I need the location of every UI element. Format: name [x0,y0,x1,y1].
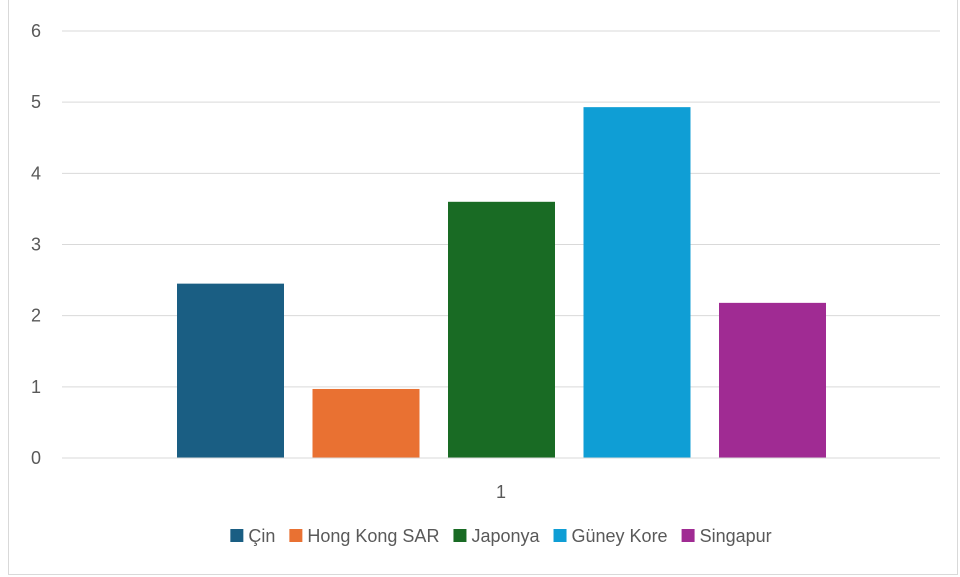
y-tick-label: 0 [31,448,41,468]
legend-swatch [681,529,695,542]
legend-item: Çin [230,526,275,546]
legend-swatch [289,529,303,542]
y-tick-label: 3 [31,235,41,255]
legend-swatch [230,529,244,542]
y-axis-tick-labels: 0 1 2 3 4 5 6 [31,21,41,468]
legend-item: Japonya [453,526,541,546]
legend-swatch [553,529,567,542]
legend-label: Güney Kore [572,526,668,546]
legend-item: Singapur [681,526,772,546]
bar [448,201,555,459]
bar [312,388,420,458]
bar [583,107,691,459]
y-tick-label: 4 [31,163,41,183]
legend-item: Güney Kore [553,526,668,546]
legend-label: Hong Kong SAR [307,526,439,546]
y-tick-label: 2 [31,306,41,326]
legend-label: Çin [248,526,275,546]
y-tick-label: 5 [31,92,41,112]
legend-label: Singapur [700,526,772,546]
legend: Çin Hong Kong SAR Japonya Güney Kore Singapu… [230,526,772,546]
legend-swatch [453,529,467,542]
x-axis-category-label: 1 [496,482,506,502]
y-tick-label: 1 [31,377,41,397]
legend-label: Japonya [471,526,540,546]
bar [177,283,284,458]
bars [177,107,826,459]
legend-item: Hong Kong SAR [289,526,439,546]
y-tick-label: 6 [31,21,41,41]
bar [719,302,826,458]
